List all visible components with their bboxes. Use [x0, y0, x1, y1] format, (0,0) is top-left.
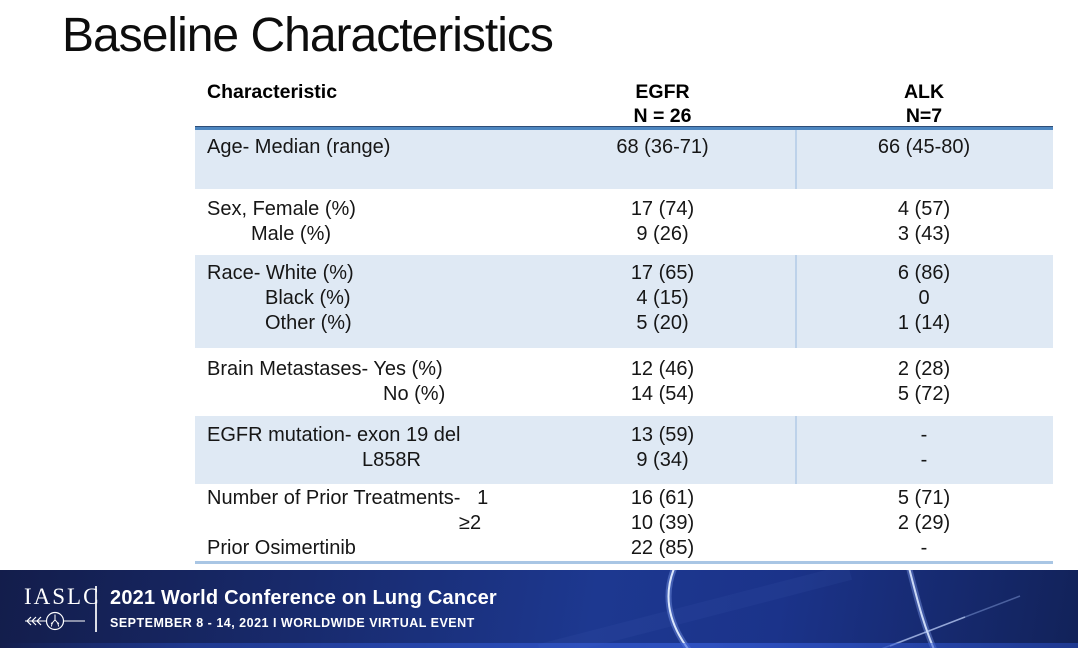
- slide-title: Baseline Characteristics: [62, 9, 554, 62]
- cell-characteristic: Sex, Female (%) Male (%): [195, 197, 530, 247]
- table-bottom-rule: [195, 561, 1053, 564]
- table-row-race: Race- White (%) Black (%) Other (%) 17 (…: [195, 255, 1053, 348]
- cell-characteristic: Number of Prior Treatments- 1 ≥2 Prior O…: [195, 486, 530, 561]
- header-characteristic-label: Characteristic: [207, 81, 338, 103]
- cell-text: 5 (72): [897, 383, 951, 405]
- cell-text: Age- Median (range): [207, 136, 391, 158]
- cell-text: 12 (46): [630, 358, 695, 380]
- cell-alk: 2 (28) 5 (72): [795, 357, 1053, 407]
- cell-text: 66 (45-80): [877, 136, 971, 158]
- cell-text: 10 (39): [630, 512, 695, 534]
- cell-egfr: 17 (65) 4 (15) 5 (20): [530, 261, 795, 336]
- baseline-characteristics-table: Characteristic EGFR N = 26 ALK N=7 Age- …: [195, 80, 1053, 564]
- header-alk-n: N=7: [905, 105, 943, 127]
- header-alk: ALK N=7: [795, 80, 1053, 127]
- cell-text: 68 (36-71): [616, 136, 709, 158]
- cell-text: 1 (14): [897, 312, 951, 334]
- cell-text: 3 (43): [897, 223, 951, 245]
- cell-text: 13 (59): [630, 424, 695, 446]
- conference-title: 2021 World Conference on Lung Cancer: [110, 587, 497, 609]
- cell-characteristic: Age- Median (range): [195, 135, 530, 160]
- cell-text: -: [920, 537, 928, 559]
- header-divider-rule: [195, 126, 1053, 130]
- cell-text: Race- White (%): [207, 262, 354, 284]
- cell-egfr: 17 (74) 9 (26): [530, 197, 795, 247]
- cell-text: Brain Metastases- Yes (%): [207, 358, 443, 380]
- cell-text: 2 (28): [897, 358, 951, 380]
- iaslc-emblem-icon: [25, 611, 85, 631]
- cell-text: 5 (71): [897, 487, 951, 509]
- cell-text: 14 (54): [630, 383, 695, 405]
- cell-egfr: 16 (61) 10 (39) 22 (85): [530, 486, 795, 561]
- header-characteristic: Characteristic: [195, 80, 530, 126]
- cell-alk: - -: [795, 423, 1053, 473]
- cell-text: 22 (85): [630, 537, 695, 559]
- cell-text: 6 (86): [897, 262, 951, 284]
- cell-text: 9 (34): [636, 449, 689, 471]
- cell-text: Male (%): [251, 223, 332, 245]
- header-alk-label: ALK: [903, 81, 945, 103]
- cell-text: 17 (74): [630, 198, 695, 220]
- cell-alk: 66 (45-80): [795, 135, 1053, 160]
- cell-text: 5 (20): [636, 312, 689, 334]
- cell-text: 4 (15): [636, 287, 689, 309]
- conference-subtitle: SEPTEMBER 8 - 14, 2021 I WORLDWIDE VIRTU…: [110, 616, 475, 630]
- cell-text: -: [920, 449, 928, 471]
- iaslc-logo-text: IASLC: [24, 584, 101, 609]
- cell-text: ≥2: [459, 512, 482, 534]
- light-swoosh-icon: [0, 570, 1078, 648]
- table-row-prior-treatments: Number of Prior Treatments- 1 ≥2 Prior O…: [195, 484, 1053, 561]
- cell-text: 17 (65): [630, 262, 695, 284]
- table-row-age: Age- Median (range) 68 (36-71) 66 (45-80…: [195, 130, 1053, 189]
- table-header-row: Characteristic EGFR N = 26 ALK N=7: [195, 80, 1053, 127]
- cell-characteristic: Brain Metastases- Yes (%) No (%): [195, 357, 530, 407]
- table-row-egfr-mutation: EGFR mutation- exon 19 del L858R 13 (59)…: [195, 416, 1053, 484]
- header-egfr-n: N = 26: [633, 105, 692, 127]
- header-egfr-label: EGFR: [635, 81, 690, 103]
- cell-text: 4 (57): [897, 198, 951, 220]
- cell-text: L858R: [362, 449, 421, 471]
- table-row-brain-metastases: Brain Metastases- Yes (%) No (%) 12 (46)…: [195, 348, 1053, 416]
- cell-egfr: 12 (46) 14 (54): [530, 357, 795, 407]
- cell-alk: 5 (71) 2 (29) -: [795, 486, 1053, 561]
- cell-text: -: [920, 424, 928, 446]
- cell-text: 9 (26): [636, 223, 689, 245]
- cell-alk: 4 (57) 3 (43): [795, 197, 1053, 247]
- table-row-sex: Sex, Female (%) Male (%) 17 (74) 9 (26) …: [195, 189, 1053, 255]
- cell-text: 16 (61): [630, 487, 695, 509]
- cell-text: No (%): [383, 383, 446, 405]
- cell-egfr: 13 (59) 9 (34): [530, 423, 795, 473]
- cell-egfr: 68 (36-71): [530, 135, 795, 160]
- cell-text: Number of Prior Treatments- 1: [207, 487, 489, 509]
- cell-characteristic: Race- White (%) Black (%) Other (%): [195, 261, 530, 336]
- cell-text: Prior Osimertinib: [207, 537, 356, 559]
- footer-banner: IASLC 2021 World Conference on Lung Canc…: [0, 570, 1078, 648]
- cell-alk: 6 (86) 0 1 (14): [795, 261, 1053, 336]
- iaslc-logo: IASLC: [24, 584, 101, 637]
- conference-info: 2021 World Conference on Lung Cancer SEP…: [110, 586, 497, 630]
- cell-text: EGFR mutation- exon 19 del: [207, 424, 461, 446]
- cell-characteristic: EGFR mutation- exon 19 del L858R: [195, 423, 530, 473]
- cell-text: Other (%): [265, 312, 352, 334]
- cell-text: 0: [918, 287, 930, 309]
- footer-divider: [95, 586, 97, 632]
- cell-text: Black (%): [265, 287, 351, 309]
- header-egfr: EGFR N = 26: [530, 80, 795, 127]
- cell-text: 2 (29): [897, 512, 951, 534]
- cell-text: Sex, Female (%): [207, 198, 356, 220]
